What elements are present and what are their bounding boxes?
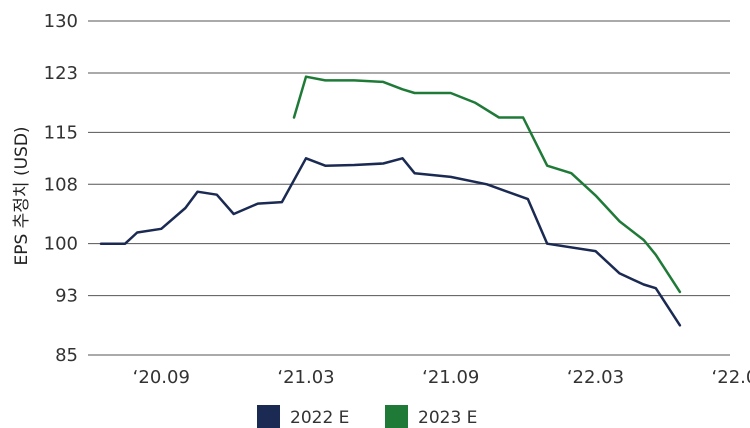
y-tick-label-1: 93 xyxy=(55,286,78,307)
y-axis-title: EPS 추정치 (USD) xyxy=(12,126,32,265)
grid-lines xyxy=(88,20,730,356)
legend-swatch-0 xyxy=(257,405,280,428)
y-tick-label-0: 85 xyxy=(55,345,78,366)
y-tick-labels: 85 93 100 108 115 123 130 xyxy=(44,11,78,366)
legend: 2022 E 2023 E xyxy=(257,405,477,428)
x-tick-labels: ‘20.09 ‘21.03 ‘21.09 ‘22.03 ‘22.09 xyxy=(133,367,750,388)
x-tick-label-3: ‘22.03 xyxy=(567,367,624,388)
x-tick-label-2: ‘21.09 xyxy=(422,367,479,388)
legend-label-0: 2022 E xyxy=(290,408,349,428)
y-tick-label-5: 123 xyxy=(44,63,78,84)
legend-swatch-1 xyxy=(385,405,408,428)
series-line-2022-e xyxy=(99,157,682,327)
y-tick-label-6: 130 xyxy=(44,11,78,32)
legend-label-1: 2023 E xyxy=(418,408,477,428)
x-tick-label-4: ‘22.09 xyxy=(712,367,750,388)
y-tick-label-3: 108 xyxy=(44,174,78,195)
y-tick-label-4: 115 xyxy=(44,122,78,143)
series-lines xyxy=(99,75,682,327)
x-tick-label-1: ‘21.03 xyxy=(277,367,334,388)
x-tick-label-0: ‘20.09 xyxy=(133,367,190,388)
y-tick-label-2: 100 xyxy=(44,234,78,255)
series-line-2023-e xyxy=(292,75,682,294)
